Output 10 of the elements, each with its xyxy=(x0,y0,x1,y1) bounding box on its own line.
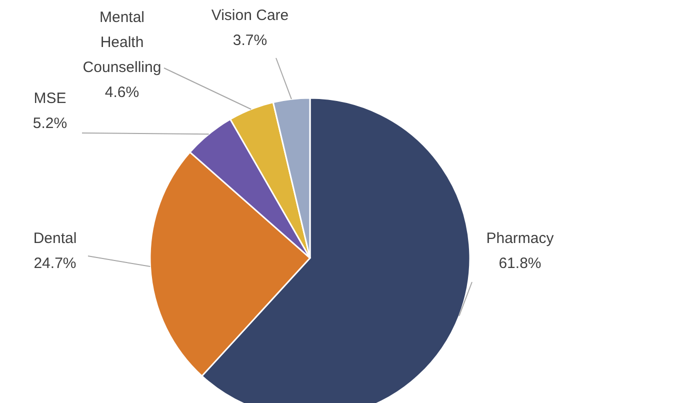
slice-label: Dental xyxy=(33,230,77,247)
slice-label: Mental Health Counselling xyxy=(82,9,162,76)
data-label: 24.7% xyxy=(34,255,76,272)
data-label: 5.2% xyxy=(32,115,68,132)
data-label: 3.7% xyxy=(232,32,268,49)
slice-label: Vision Care xyxy=(211,7,289,24)
data-label: 4.6% xyxy=(104,84,140,101)
slice-label: Pharmacy xyxy=(486,230,554,247)
data-label: 61.8% xyxy=(498,255,542,272)
slice-label: MSE xyxy=(34,90,66,107)
